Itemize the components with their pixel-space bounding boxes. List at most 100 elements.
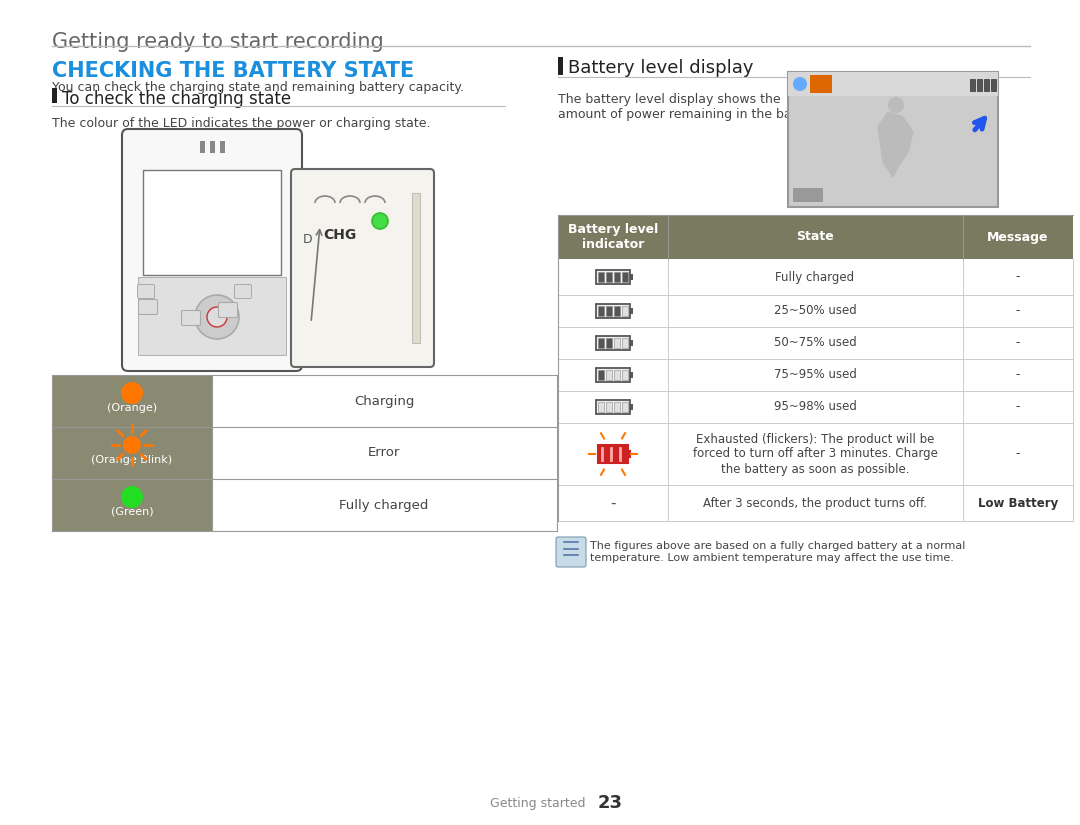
Bar [622, 306, 627, 316]
Text: 95~98% used: 95~98% used [773, 400, 856, 413]
Bar [606, 402, 612, 412]
Bar [596, 368, 630, 382]
Bar [558, 57, 563, 75]
Bar [558, 259, 1074, 295]
Text: Charging: Charging [354, 394, 415, 408]
Bar [977, 79, 982, 91]
Bar [220, 141, 225, 153]
Text: U: U [226, 307, 230, 312]
Bar [598, 272, 604, 282]
Bar [596, 336, 630, 350]
Bar [970, 79, 975, 91]
Circle shape [195, 295, 239, 339]
Bar [630, 340, 633, 346]
Text: Getting started: Getting started [490, 796, 585, 809]
Text: Exhausted (flickers): The product will be
forced to turn off after 3 minutes. Ch: Exhausted (flickers): The product will b… [692, 432, 937, 475]
Bar [558, 359, 1074, 391]
Text: Fully charged: Fully charged [339, 498, 429, 512]
Bar [622, 402, 627, 412]
Text: STBY: STBY [840, 75, 869, 85]
Text: W: W [215, 327, 222, 336]
Bar [606, 370, 612, 380]
Circle shape [121, 382, 143, 404]
Text: The colour of the LED indicates the power or charging state.: The colour of the LED indicates the powe… [52, 117, 431, 130]
Bar [793, 188, 823, 202]
Bar [615, 306, 620, 316]
Bar [606, 272, 612, 282]
Text: Battery level
indicator: Battery level indicator [568, 223, 658, 251]
Bar [598, 338, 604, 348]
Text: Error: Error [368, 446, 401, 460]
Text: 75~95% used: 75~95% used [773, 369, 856, 381]
Circle shape [793, 77, 807, 91]
Bar [630, 308, 633, 314]
Bar [210, 141, 215, 153]
FancyBboxPatch shape [218, 303, 238, 318]
Bar [52, 479, 212, 531]
FancyBboxPatch shape [556, 537, 586, 567]
Text: CHECKING THE BATTERY STATE: CHECKING THE BATTERY STATE [52, 61, 415, 81]
Text: State: State [796, 230, 834, 243]
Bar [598, 445, 627, 463]
Bar [615, 370, 620, 380]
Text: -: - [1016, 369, 1021, 381]
Text: Message: Message [987, 230, 1049, 243]
Text: -: - [1016, 304, 1021, 318]
Bar [630, 274, 633, 280]
Text: D: D [303, 233, 312, 246]
Text: 23: 23 [597, 794, 622, 812]
Text: OK: OK [187, 314, 194, 319]
Text: -: - [1016, 337, 1021, 350]
Bar [615, 272, 620, 282]
FancyBboxPatch shape [138, 299, 158, 314]
Bar [558, 295, 1074, 327]
Text: Battery level display: Battery level display [568, 59, 754, 77]
Bar [630, 404, 633, 410]
Text: (Orange Blink): (Orange Blink) [92, 455, 173, 465]
Text: 25~50% used: 25~50% used [773, 304, 856, 318]
Text: The figures above are based on a fully charged battery at a normal
temperature. : The figures above are based on a fully c… [590, 541, 966, 563]
Text: -: - [1016, 447, 1021, 460]
Bar [788, 72, 998, 96]
Text: HD: HD [802, 192, 813, 198]
Bar [598, 306, 604, 316]
Bar [52, 427, 212, 479]
FancyBboxPatch shape [291, 169, 434, 367]
Text: 50~75% used: 50~75% used [773, 337, 856, 350]
Bar [52, 88, 57, 103]
Circle shape [121, 486, 143, 508]
FancyBboxPatch shape [137, 285, 154, 299]
Text: [579Min]: [579Min] [807, 78, 835, 82]
Bar [598, 402, 604, 412]
Bar [622, 370, 627, 380]
Text: (Green): (Green) [110, 507, 153, 517]
Text: Fully charged: Fully charged [775, 271, 854, 284]
Bar [138, 277, 286, 355]
Bar [200, 141, 205, 153]
Text: To check the charging state: To check the charging state [62, 90, 292, 108]
Bar [596, 400, 630, 414]
Bar [558, 215, 1074, 259]
Bar [143, 170, 281, 275]
Text: -: - [1016, 271, 1021, 284]
Circle shape [207, 307, 227, 327]
Bar [598, 370, 604, 380]
Bar [411, 193, 420, 343]
Bar [596, 304, 630, 318]
Text: Low Battery: Low Battery [977, 497, 1058, 510]
Bar [810, 75, 832, 93]
Text: MENU: MENU [140, 304, 157, 309]
Bar [606, 306, 612, 316]
Bar [984, 79, 989, 91]
Text: T: T [203, 289, 207, 298]
Bar [615, 402, 620, 412]
Text: -: - [610, 496, 616, 511]
Circle shape [123, 436, 141, 454]
Bar [622, 272, 627, 282]
Text: (Orange): (Orange) [107, 403, 157, 413]
Text: Getting ready to start recording: Getting ready to start recording [52, 32, 383, 52]
Bar [558, 391, 1074, 423]
Bar [558, 485, 1074, 521]
Bar [788, 72, 998, 207]
Bar [615, 338, 620, 348]
